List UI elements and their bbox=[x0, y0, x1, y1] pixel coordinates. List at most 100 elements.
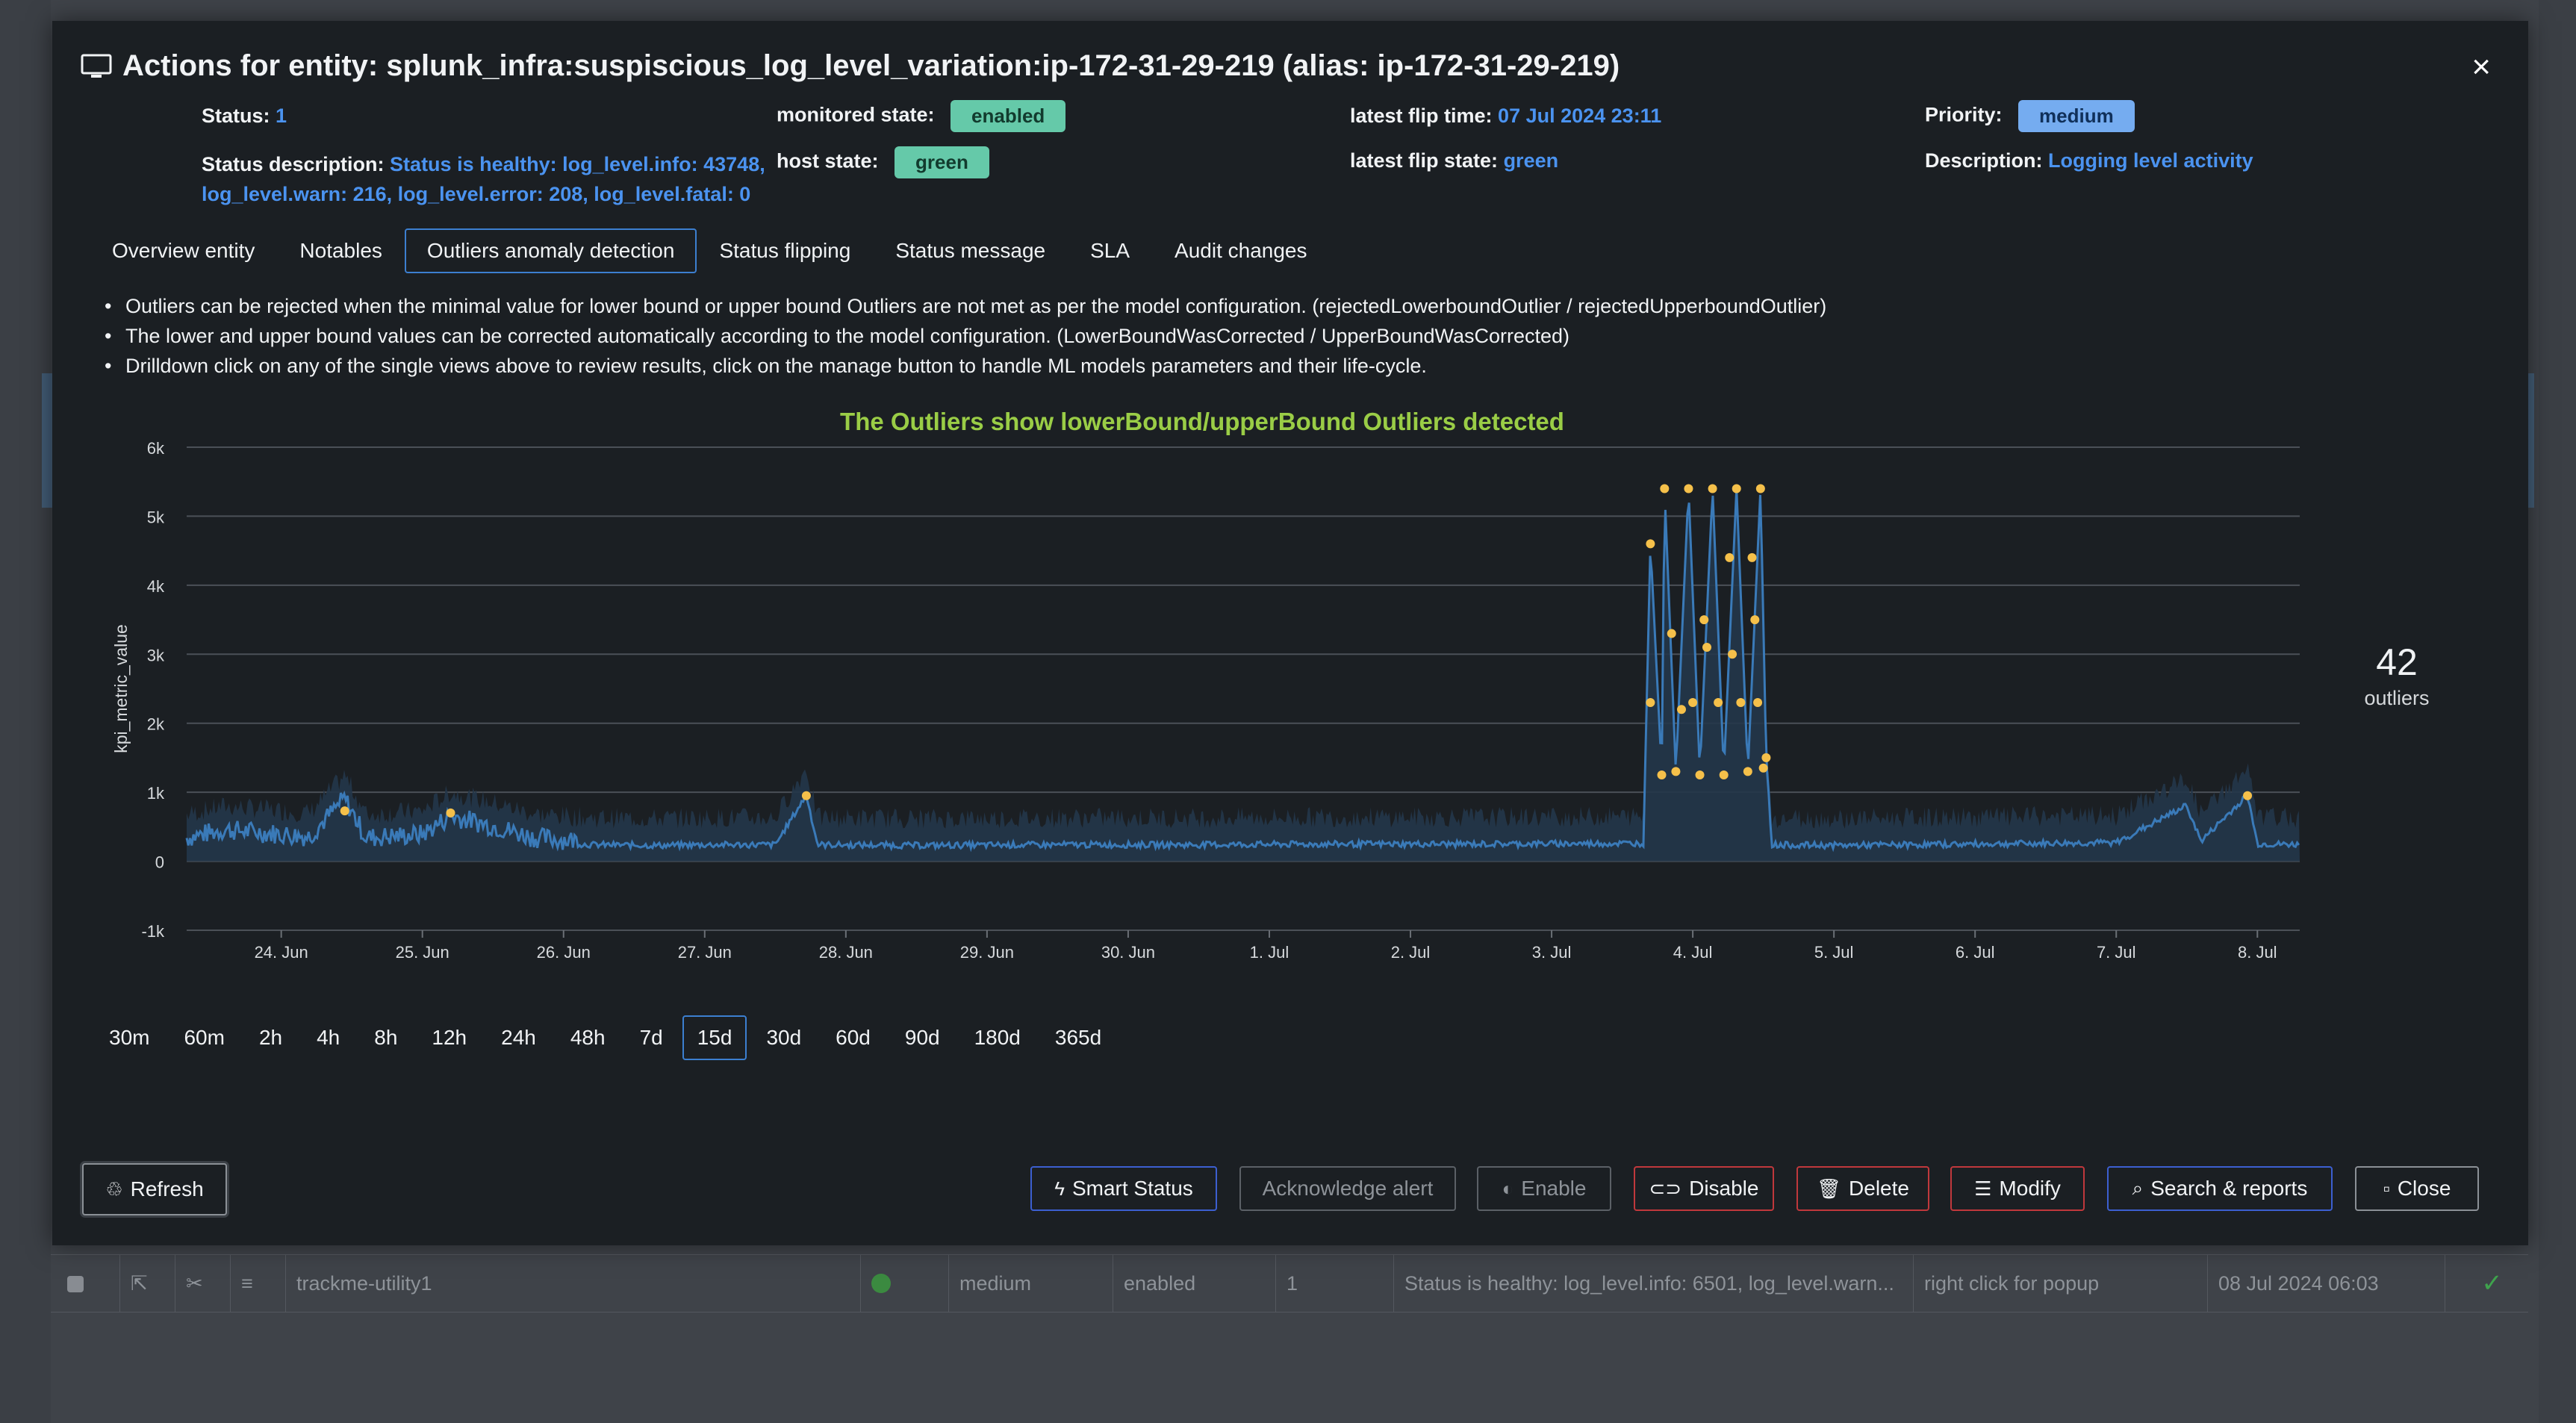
outlier-point bbox=[1657, 770, 1667, 780]
row-state: enabled bbox=[1113, 1255, 1275, 1312]
range-2h[interactable]: 2h bbox=[258, 1026, 283, 1049]
recycle-icon: ♲ bbox=[105, 1177, 123, 1201]
range-60m[interactable]: 60m bbox=[184, 1026, 225, 1049]
close-icon[interactable]: × bbox=[2471, 49, 2491, 85]
time-range-selector: 30m 60m 2h 4h 8h 12h 24h 48h 7d 15d 30d … bbox=[94, 1015, 1121, 1060]
disable-label: Disable bbox=[1689, 1177, 1759, 1200]
status-dot bbox=[871, 1274, 891, 1293]
outlier-point bbox=[1646, 697, 1655, 707]
host-state-label: host state: bbox=[777, 149, 879, 172]
tab-overview-entity[interactable]: Overview entity bbox=[112, 239, 255, 262]
info-bullet: The lower and upper bound values can be … bbox=[97, 321, 1826, 351]
y-tick-label: 0 bbox=[155, 853, 164, 872]
outlier-point bbox=[1695, 770, 1705, 780]
range-180d[interactable]: 180d bbox=[974, 1026, 1021, 1049]
row-popup-hint: right click for popup bbox=[1913, 1255, 2207, 1312]
outlier-point bbox=[1708, 484, 1717, 493]
search-icon: ⌕ bbox=[2132, 1177, 2144, 1199]
tab-status-message[interactable]: Status message bbox=[895, 239, 1046, 262]
range-48h[interactable]: 48h bbox=[570, 1026, 606, 1049]
flip-time-field: latest flip time: 07 Jul 2024 23:11 bbox=[1350, 105, 1661, 128]
range-90d[interactable]: 90d bbox=[904, 1026, 940, 1049]
database-icon[interactable]: ≡ bbox=[230, 1255, 285, 1312]
acknowledge-alert-button[interactable]: Acknowledge alert bbox=[1239, 1166, 1456, 1211]
outlier-point bbox=[1646, 539, 1655, 549]
range-30d[interactable]: 30d bbox=[766, 1026, 802, 1049]
x-tick-label: 26. Jun bbox=[537, 943, 591, 962]
outlier-point bbox=[2243, 791, 2253, 800]
x-tick-label: 25. Jun bbox=[396, 943, 449, 962]
info-bullet: Outliers can be rejected when the minima… bbox=[97, 291, 1826, 321]
y-axis-label: kpi_metric_value bbox=[111, 624, 131, 753]
status-label: Status: bbox=[202, 105, 270, 127]
tab-outliers-anomaly-detection[interactable]: Outliers anomaly detection bbox=[404, 228, 697, 273]
x-tick-label: 1. Jul bbox=[1250, 943, 1289, 962]
outlier-point bbox=[1743, 767, 1752, 776]
disable-button[interactable]: ⊂⊃ Disable bbox=[1634, 1166, 1774, 1211]
smart-status-button[interactable]: ϟ Smart Status bbox=[1030, 1166, 1217, 1211]
row-status-dot bbox=[860, 1255, 948, 1312]
row-checkbox[interactable] bbox=[67, 1276, 84, 1292]
check-icon: ✓ bbox=[2445, 1255, 2528, 1312]
search-reports-button[interactable]: ⌕ Search & reports bbox=[2107, 1166, 2333, 1211]
range-7d[interactable]: 7d bbox=[639, 1026, 663, 1049]
trash-icon: 🗑 bbox=[1817, 1177, 1842, 1200]
priority-badge: medium bbox=[2018, 100, 2135, 132]
outlier-point bbox=[1736, 697, 1746, 707]
row-entity-name[interactable]: trackme-utility1 bbox=[285, 1255, 860, 1312]
range-24h[interactable]: 24h bbox=[501, 1026, 536, 1049]
priority-label: Priority: bbox=[1925, 103, 2003, 126]
x-tick-label: 6. Jul bbox=[1956, 943, 1995, 962]
flip-time-value: 07 Jul 2024 23:11 bbox=[1498, 105, 1662, 127]
range-4h[interactable]: 4h bbox=[317, 1026, 340, 1049]
x-tick-label: 24. Jun bbox=[255, 943, 308, 962]
range-12h[interactable]: 12h bbox=[432, 1026, 467, 1049]
status-field: Status: 1 bbox=[202, 105, 287, 128]
tab-status-flipping[interactable]: Status flipping bbox=[719, 239, 851, 262]
outliers-count-panel[interactable]: 42 outliers bbox=[2337, 641, 2457, 710]
outlier-point bbox=[1758, 763, 1768, 773]
x-tick-label: 2. Jul bbox=[1391, 943, 1431, 962]
host-state-badge: green bbox=[895, 146, 989, 178]
close-button[interactable]: ▫ Close bbox=[2355, 1166, 2479, 1211]
outlier-point bbox=[1732, 484, 1741, 493]
host-state-field: host state: green bbox=[777, 146, 989, 178]
range-15d[interactable]: 15d bbox=[682, 1015, 747, 1060]
row-description: Status is healthy: log_level.info: 6501,… bbox=[1393, 1255, 1913, 1312]
smart-status-label: Smart Status bbox=[1071, 1177, 1193, 1200]
enable-button[interactable]: ◐ Enable bbox=[1477, 1166, 1611, 1211]
flip-state-field: latest flip state: green bbox=[1350, 149, 1558, 172]
sliders-icon: ☰ bbox=[1974, 1177, 1992, 1200]
status-description-field: Status description: Status is healthy: l… bbox=[202, 149, 765, 209]
modify-button[interactable]: ☰ Modify bbox=[1950, 1166, 2085, 1211]
y-tick-label: 6k bbox=[147, 439, 165, 458]
tab-sla[interactable]: SLA bbox=[1090, 239, 1130, 262]
open-external-icon[interactable]: ⇱ bbox=[119, 1255, 175, 1312]
scissors-icon[interactable]: ✂ bbox=[175, 1255, 230, 1312]
y-tick-label: 1k bbox=[147, 784, 165, 803]
outliers-chart[interactable]: 6k 5k 4k 3k 2k 1k 0 -1k 24. Jun 25. Jun 26. Jun 27.… bbox=[52, 21, 2528, 991]
flip-state-value: green bbox=[1503, 149, 1559, 172]
range-30m[interactable]: 30m bbox=[109, 1026, 150, 1049]
outlier-point bbox=[1750, 615, 1760, 625]
monitored-state-badge: enabled bbox=[951, 100, 1066, 132]
refresh-button[interactable]: ♲ Refresh bbox=[82, 1163, 227, 1215]
outlier-point bbox=[1755, 484, 1765, 493]
y-tick-label: -1k bbox=[141, 922, 165, 941]
range-60d[interactable]: 60d bbox=[836, 1026, 871, 1049]
x-tick-label: 28. Jun bbox=[819, 943, 873, 962]
tab-audit-changes[interactable]: Audit changes bbox=[1175, 239, 1307, 262]
info-bullet-list: Outliers can be rejected when the minima… bbox=[97, 291, 1826, 381]
status-value: 1 bbox=[276, 105, 287, 127]
tab-notables[interactable]: Notables bbox=[299, 239, 382, 262]
delete-button[interactable]: 🗑 Delete bbox=[1796, 1166, 1929, 1211]
x-tick-label: 5. Jul bbox=[1814, 943, 1854, 962]
close-label: Close bbox=[2397, 1177, 2451, 1200]
outlier-point bbox=[1684, 484, 1693, 493]
outlier-point bbox=[1702, 643, 1712, 653]
delete-label: Delete bbox=[1849, 1177, 1909, 1200]
range-365d[interactable]: 365d bbox=[1054, 1026, 1102, 1049]
modify-label: Modify bbox=[1999, 1177, 2061, 1200]
range-8h[interactable]: 8h bbox=[374, 1026, 398, 1049]
table-row[interactable]: ⇱ ✂ ≡ trackme-utility1 medium enabled 1 … bbox=[51, 1254, 2528, 1313]
